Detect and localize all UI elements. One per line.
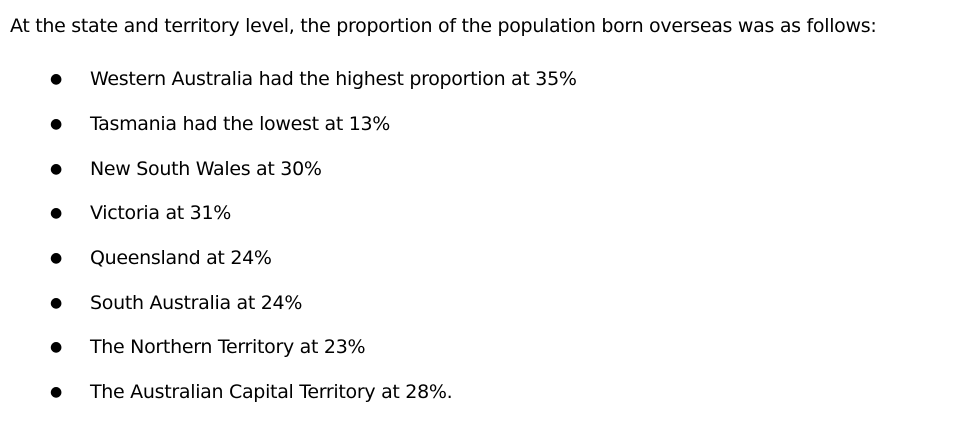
- list-item: ● South Australia at 24%: [0, 280, 956, 325]
- bullet-icon: ●: [50, 160, 62, 177]
- list-item: ● Victoria at 31%: [0, 191, 956, 236]
- bullet-icon: ●: [50, 250, 62, 267]
- intro-text: At the state and territory level, the pr…: [10, 15, 877, 37]
- list-item: ● Western Australia had the highest propo…: [0, 57, 956, 102]
- bullet-icon: ●: [50, 71, 62, 88]
- bullet-icon: ●: [50, 339, 62, 356]
- list-item: ● New South Wales at 30%: [0, 146, 956, 191]
- bullet-icon: ●: [50, 294, 62, 311]
- bullet-list: ● Western Australia had the highest propo…: [0, 38, 956, 415]
- bullet-icon: ●: [50, 116, 62, 133]
- list-item: ● The Australian Capital Territory at 28%…: [0, 370, 956, 415]
- bullet-icon: ●: [50, 205, 62, 222]
- list-item: ● The Northern Territory at 23%: [0, 325, 956, 370]
- bullet-icon: ●: [50, 384, 62, 401]
- list-item: ● Queensland at 24%: [0, 236, 956, 281]
- list-item: ● Tasmania had the lowest at 13%: [0, 102, 956, 147]
